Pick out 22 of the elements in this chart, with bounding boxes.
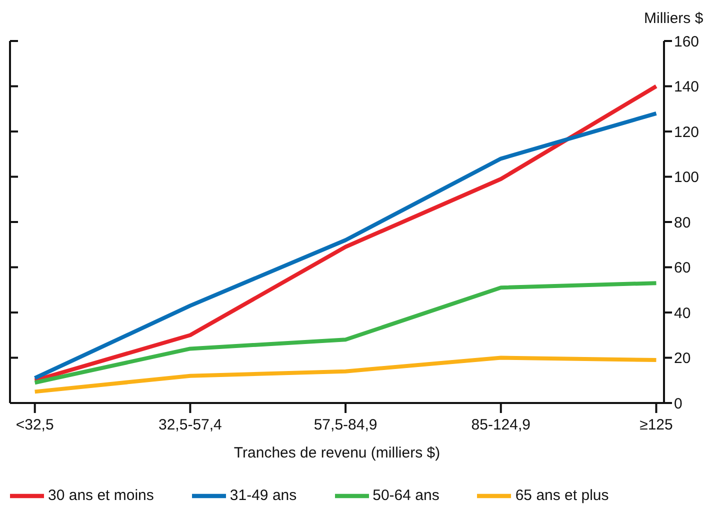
x-tick-label: <32,5 xyxy=(16,416,54,434)
y-tick-label: 0 xyxy=(674,395,682,412)
y-tick-label: 20 xyxy=(674,350,691,368)
x-tick-label: 57,5-84,9 xyxy=(314,416,378,434)
y-tick-label: 40 xyxy=(674,304,691,322)
x-tick-label: 32,5-57,4 xyxy=(158,416,222,434)
legend-label: 30 ans et moins xyxy=(48,486,154,504)
line-series xyxy=(32,281,658,385)
y-tick-label: 140 xyxy=(674,78,700,96)
x-axis-title: Tranches de revenu (milliers $) xyxy=(234,444,440,462)
y-tick-label: 120 xyxy=(674,124,700,141)
legend-label: 50-64 ans xyxy=(372,486,440,504)
x-tick-label: 85-124,9 xyxy=(471,416,530,434)
y-tick-label: 60 xyxy=(674,260,691,277)
y-axis-title: Milliers $ xyxy=(644,10,704,27)
y-tick-label: 160 xyxy=(674,33,700,50)
x-tick-label: ≥125 xyxy=(640,416,673,434)
y-tick-label: 80 xyxy=(674,214,691,232)
legend-label: 65 ans et plus xyxy=(515,486,609,504)
y-tick-label: 100 xyxy=(674,169,700,186)
line-series xyxy=(32,356,658,394)
legend-label: 31-49 ans xyxy=(230,486,297,504)
